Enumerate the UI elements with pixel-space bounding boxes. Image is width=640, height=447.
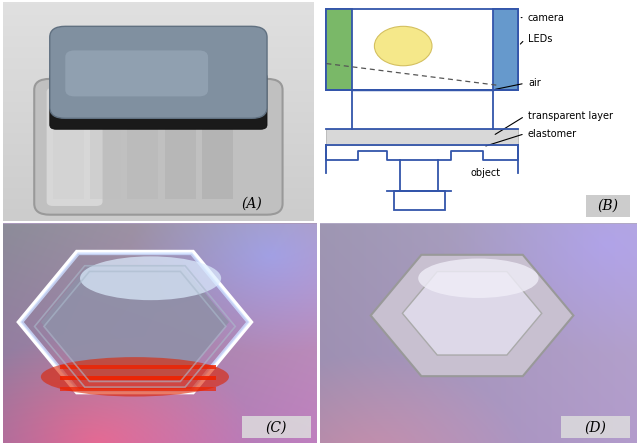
Bar [326,9,518,90]
Bar [394,190,445,210]
FancyBboxPatch shape [47,88,102,206]
Ellipse shape [418,258,539,298]
Bar [164,94,196,199]
Bar [60,387,216,391]
Bar [586,195,630,217]
FancyBboxPatch shape [50,72,267,129]
Bar [60,376,216,380]
FancyBboxPatch shape [35,79,283,215]
Polygon shape [371,255,573,376]
Text: elastomer: elastomer [528,129,577,139]
Text: air: air [528,78,541,88]
Bar [60,365,216,369]
FancyBboxPatch shape [50,26,267,118]
Bar [493,9,518,90]
Text: (B): (B) [598,199,618,213]
Bar [561,416,630,438]
Text: transparent layer: transparent layer [528,111,613,121]
Text: LEDs: LEDs [528,34,552,44]
Circle shape [374,26,432,66]
Bar [326,129,518,145]
Bar [241,416,310,438]
Bar [202,94,233,199]
Text: (D): (D) [585,420,607,434]
Text: (C): (C) [266,420,287,434]
Polygon shape [41,265,229,379]
Bar [326,9,352,90]
Text: (A): (A) [241,196,262,210]
Bar [53,94,84,199]
Text: object: object [470,168,500,178]
Bar [127,94,159,199]
Polygon shape [403,272,541,355]
Bar [90,94,121,199]
Ellipse shape [41,357,229,396]
FancyBboxPatch shape [65,51,208,97]
Ellipse shape [58,195,259,208]
Text: camera: camera [528,13,565,22]
Ellipse shape [80,257,221,300]
